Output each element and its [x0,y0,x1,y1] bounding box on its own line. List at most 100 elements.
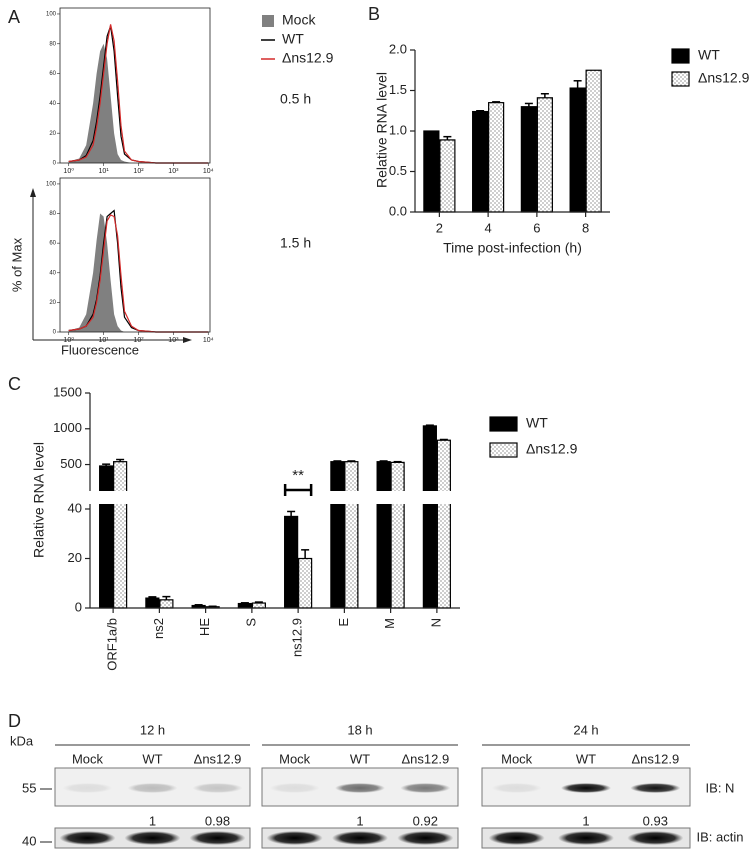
y-tick-label: 1.5 [389,82,407,97]
bar [298,557,313,609]
band-n [269,783,320,793]
bar [423,130,440,213]
bar [284,515,299,609]
band-actin [488,831,545,845]
lane-label: Δns12.9 [401,751,449,766]
y-axis-label: % of Max [9,237,24,292]
y-tick-label: 100 [46,12,57,18]
band-actin [266,831,323,845]
time-label: 1.5 h [280,235,311,251]
x-tick-label: ORF1a/b [105,618,120,671]
y-tick-label: 40 [68,500,82,515]
plot-frame [59,7,211,164]
x-tick-label: 10² [133,168,144,175]
bar [99,465,114,609]
band-n [561,783,611,793]
histogram-area [68,213,209,332]
marker-label: 55 [22,780,36,795]
x-tick-label: 6 [533,220,540,235]
bar [422,425,437,609]
bar [520,106,537,213]
x-tick-label: 10¹ [99,168,110,175]
band-n [127,783,178,793]
bar [569,87,586,213]
time-label: 18 h [347,722,372,737]
x-tick-label: 10³ [168,337,179,344]
x-tick-label: 8 [582,220,589,235]
x-tick-label: N [428,618,443,627]
probe-label: IB: N [706,780,735,795]
time-label: 0.5 h [280,91,311,107]
bar [488,102,505,213]
lane-label: Mock [279,751,311,766]
quant-label: 0.98 [205,813,230,828]
bar [159,599,174,609]
axis-break [84,491,462,504]
x-tick-label: E [336,618,351,627]
x-tick-label: 10⁰ [63,336,74,344]
time-label: 24 h [573,722,598,737]
y-tick-label: 0 [75,599,82,614]
lane-label: WT [142,751,162,766]
bar [439,139,456,213]
bar [145,597,160,609]
bar [390,461,405,609]
y-tick-label: 40 [49,270,56,276]
x-tick-label: 10⁴ [203,337,214,344]
kda-label: kDa [10,733,34,748]
x-tick-label: HE [197,618,212,636]
y-tick-label: 1.0 [389,122,407,137]
histogram-area [68,43,209,163]
plot-frame [59,177,211,333]
y-tick-label: 0 [53,330,57,336]
legend-swatch [671,71,690,87]
band-actin [558,831,614,845]
histogram-line [68,24,209,164]
x-tick-label: 10¹ [99,337,110,344]
lane-label: WT [576,751,596,766]
marker-label: 40 [22,833,36,848]
x-axis-label: Fluorescence [61,342,139,357]
lane-label: Δns12.9 [631,751,679,766]
lane-label: Mock [501,751,533,766]
y-tick-label: 0 [53,161,57,167]
bar [536,97,553,213]
x-tick-label: ns12.9 [290,618,305,657]
x-tick-label: 2 [436,220,443,235]
legend-label: Δns12.9 [698,70,750,86]
significance-bracket [283,484,313,496]
panel-letter: A [8,7,20,27]
bar [436,439,451,609]
quant-label: 1 [356,813,363,828]
bar [344,461,359,609]
legend-label: Δns12.9 [526,441,578,457]
band-actin [189,831,246,845]
y-tick-label: 40 [49,101,56,107]
lane-label: Δns12.9 [194,751,242,766]
x-tick-label: 10³ [168,168,179,175]
y-tick-label: 1000 [53,420,82,435]
band-n [400,783,451,793]
legend-label: Mock [282,12,316,28]
y-tick-label: 60 [49,71,56,77]
lane-label: WT [350,751,370,766]
band-n [630,783,681,793]
y-tick-label: 500 [60,456,82,471]
y-tick-label: 80 [49,211,56,217]
legend-label: WT [698,47,720,63]
quant-label: 0.93 [643,813,668,828]
y-tick-label: 20 [49,300,56,306]
bar [376,461,391,609]
bar [251,602,266,609]
legend-swatch [262,15,274,27]
x-tick-label: 10⁴ [203,168,214,175]
y-axis-label: Relative RNA level [31,442,47,558]
x-tick-label: ns2 [151,618,166,639]
y-tick-label: 80 [49,41,56,47]
quant-label: 0.92 [413,813,438,828]
legend-swatch [671,48,690,64]
panel-letter: D [8,711,21,731]
y-tick-label: 60 [49,241,56,247]
band-n [62,783,113,793]
band-actin [59,831,116,845]
